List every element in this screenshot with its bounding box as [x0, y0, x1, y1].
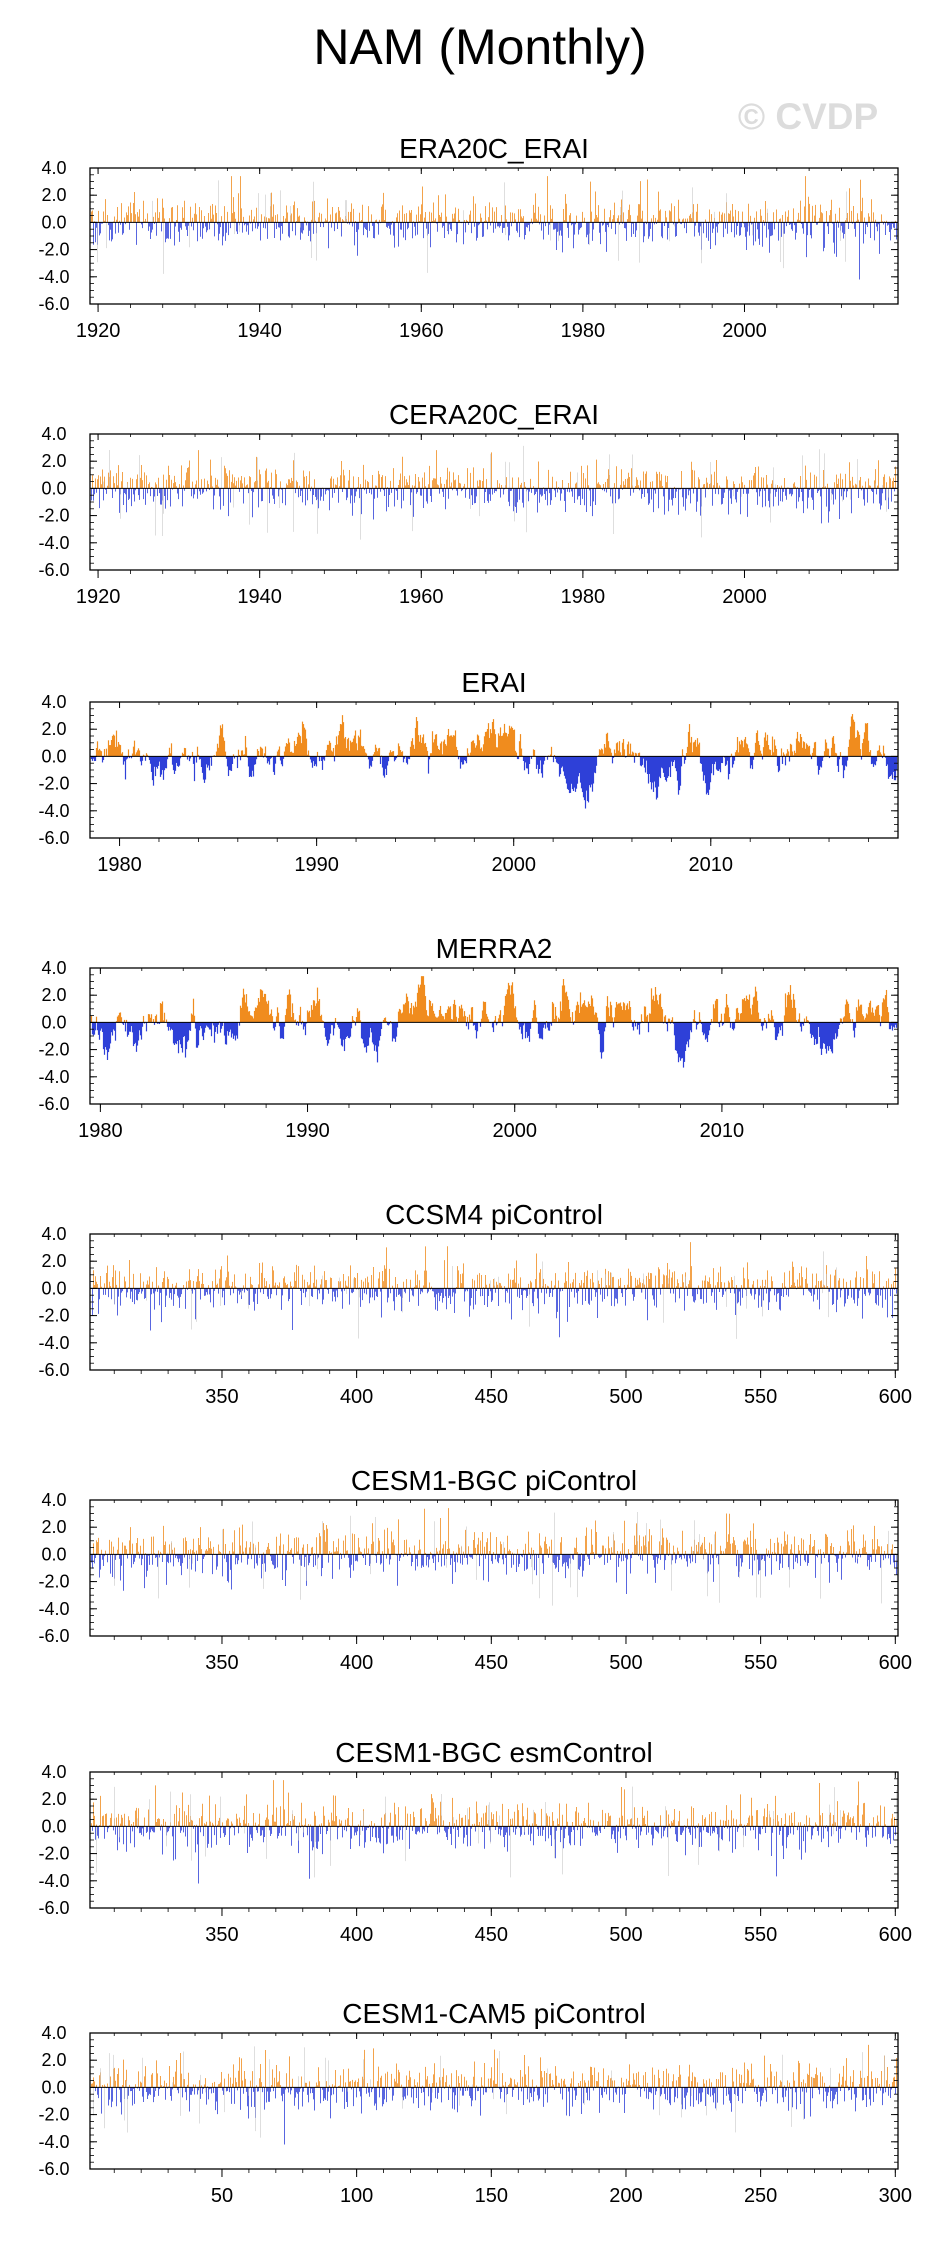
panel-title: CCSM4 piControl [385, 1199, 603, 1230]
panel-6: CESM1-BGC piControl4.02.00.0-2.0-4.0-6.0… [38, 1465, 912, 1674]
y-tick-label: -6.0 [38, 1094, 69, 1114]
y-tick-label: 4.0 [41, 692, 66, 712]
x-tick-label: 550 [744, 1386, 777, 1408]
x-tick-label: 2000 [491, 854, 536, 876]
y-tick-label: 4.0 [41, 1224, 66, 1244]
panel-1: ERA20C_ERAI 4.0 2.0 0.0 -2.0 -4.0 -6.0 1920 1940… [38, 133, 899, 342]
panel-2: CERA20C_ERAI 4.0 2.0 0.0 -2.0 -4.0 -6.0 1920 194… [38, 399, 899, 608]
y-tick-label: 0.0 [41, 1278, 66, 1298]
panel-4: MERRA2 4.0 2.0 0.0 -2.0 -4.0 -6.0 1980 1990 2000 2… [38, 933, 899, 1142]
cvdp-watermark: © CVDP [738, 96, 878, 137]
y-tick-label: -6.0 [38, 294, 69, 314]
y-tick-label: -4.0 [38, 801, 69, 821]
panel-5: CCSM4 piControl 4.0 2.0 0.0 -2.0 -4.0 -6.0 350 4… [38, 1199, 912, 1408]
plot-frame [89, 1233, 899, 1371]
y-tick-label: -4.0 [38, 533, 69, 553]
x-tick-label: 2010 [689, 854, 734, 876]
x-tick-label: 2000 [722, 586, 767, 608]
x-tick-label: 2010 [700, 1120, 745, 1142]
y-tick-label: -4.0 [38, 1067, 69, 1087]
panel-3: ERAI 4.0 2.0 0.0 -2.0 -4.0 -6.0 1980 1990 2000 201… [38, 667, 899, 876]
y-tick-label: 0.0 [41, 478, 66, 498]
x-tick-label: 500 [609, 1386, 642, 1408]
panels-container: ERA20C_ERAI 4.0 2.0 0.0 -2.0 -4.0 -6.0 1920 1940… [38, 133, 912, 2207]
x-tick-label: 1980 [97, 854, 142, 876]
y-tick-label: -2.0 [38, 774, 69, 794]
series-bars [91, 445, 897, 540]
y-tick-label: -6.0 [38, 828, 69, 848]
series-bars [90, 714, 898, 809]
x-tick-label: 1990 [294, 854, 339, 876]
plot-frame [89, 433, 899, 571]
panel-title: ERA20C_ERAI [399, 133, 589, 164]
panel-title: CESM1-BGC piControl [351, 1465, 637, 1496]
y-tick-label: 4.0 [41, 424, 66, 444]
y-tick-label: 4.0 [41, 158, 66, 178]
series-bars [90, 976, 898, 1068]
plot-frame [89, 167, 899, 305]
y-tick-label: 2.0 [41, 985, 66, 1005]
x-tick-label: 1920 [76, 586, 121, 608]
x-tick-label: 1960 [399, 586, 444, 608]
panel-title: CERA20C_ERAI [389, 399, 599, 430]
figure-title: NAM (Monthly) [313, 19, 646, 75]
x-tick-label: 400 [340, 1386, 373, 1408]
x-tick-label: 1960 [399, 320, 444, 342]
y-tick-label: -4.0 [38, 267, 69, 287]
panel-title: ERAI [461, 667, 526, 698]
y-tick-label: 2.0 [41, 1251, 66, 1271]
y-tick-label: -2.0 [38, 506, 69, 526]
x-tick-label: 1940 [237, 320, 282, 342]
x-tick-label: 2000 [492, 1120, 537, 1142]
x-tick-label: 1980 [561, 586, 606, 608]
x-tick-label: 2000 [722, 320, 767, 342]
y-tick-label: 2.0 [41, 451, 66, 471]
y-tick-label: 0.0 [41, 1012, 66, 1032]
x-tick-label: 1990 [285, 1120, 330, 1142]
series-bars [91, 1508, 897, 1606]
series-bars [91, 1242, 897, 1339]
y-tick-label: 4.0 [41, 958, 66, 978]
y-tick-label: 0.0 [41, 746, 66, 766]
x-tick-label: 1920 [76, 320, 121, 342]
y-tick-label: -6.0 [38, 560, 69, 580]
x-tick-label: 450 [475, 1386, 508, 1408]
x-tick-label: 1940 [237, 586, 282, 608]
y-tick-label: -6.0 [38, 1360, 69, 1380]
x-tick-label: 350 [205, 1386, 238, 1408]
y-tick-label: -2.0 [38, 1306, 69, 1326]
y-tick-label: -2.0 [38, 1040, 69, 1060]
x-tick-label: 1980 [78, 1120, 123, 1142]
series-bars [91, 176, 897, 280]
y-tick-label: 2.0 [41, 719, 66, 739]
x-tick-label: 1980 [561, 320, 606, 342]
x-tick-label: 600 [879, 1386, 912, 1408]
y-tick-label: 0.0 [41, 212, 66, 232]
y-tick-label: 2.0 [41, 185, 66, 205]
y-tick-label: -4.0 [38, 1333, 69, 1353]
y-tick-label: -2.0 [38, 240, 69, 260]
panel-title: MERRA2 [436, 933, 553, 964]
